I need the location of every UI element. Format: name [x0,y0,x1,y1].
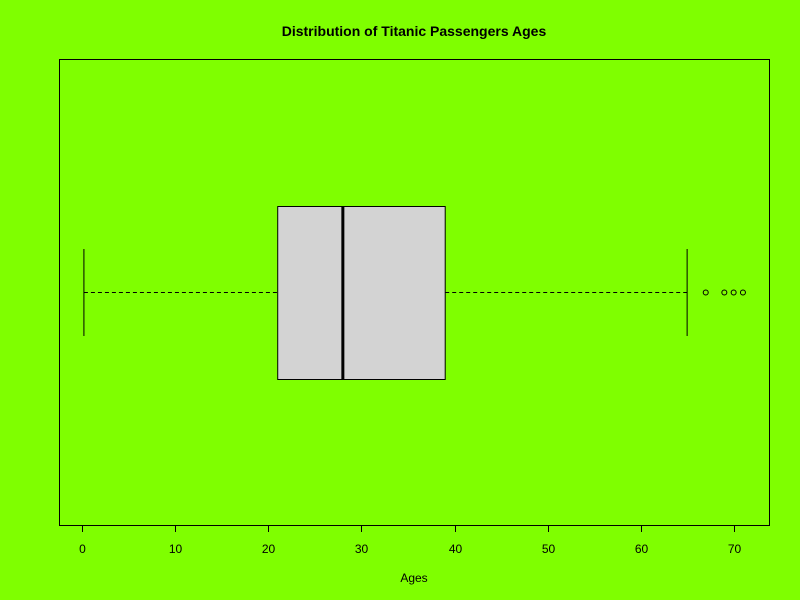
x-tick-label: 40 [449,542,463,556]
chart-title: Distribution of Titanic Passengers Ages [282,23,547,39]
x-tick-label: 10 [169,542,183,556]
x-tick-label: 20 [262,542,276,556]
outlier-point [702,289,709,296]
outlier-point [730,289,737,296]
outlier-point [721,289,728,296]
x-tick-label: 50 [542,542,556,556]
x-tick-label: 0 [79,542,86,556]
x-tick-label: 70 [728,542,742,556]
boxplot-group [83,206,746,380]
outlier-point [739,289,746,296]
x-tick-label: 30 [355,542,369,556]
x-axis: 0 10 20 30 40 50 60 70 [79,525,741,556]
iqr-box [277,206,446,380]
x-axis-label: Ages [400,571,427,585]
x-tick-label: 60 [635,542,649,556]
